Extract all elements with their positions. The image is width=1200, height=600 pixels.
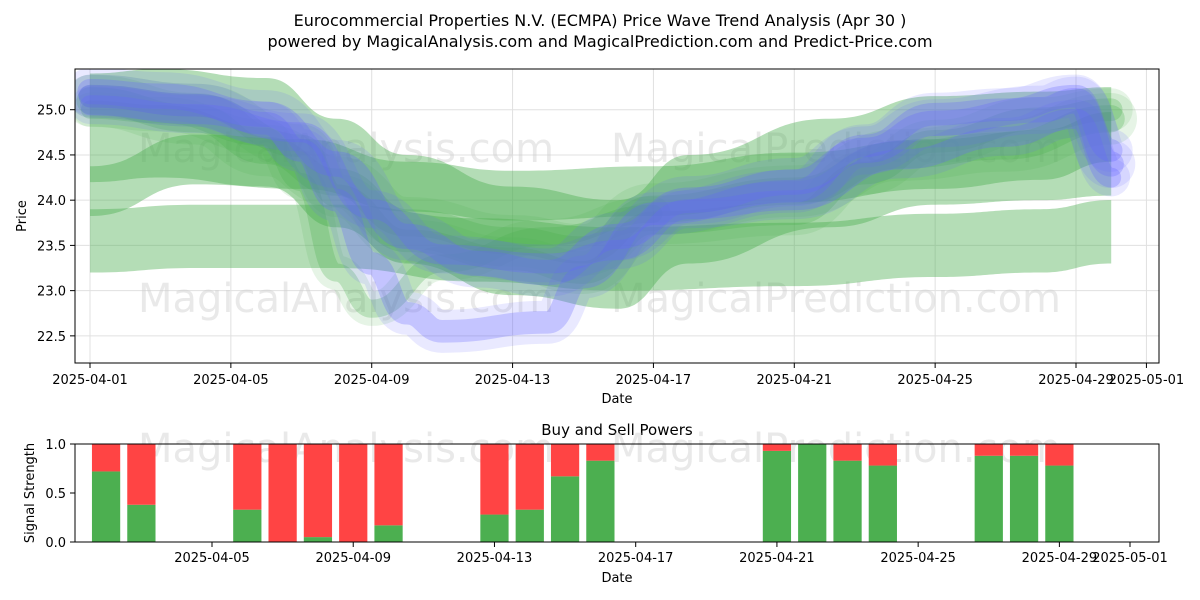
signal-x-tick-label: 2025-04-13	[457, 551, 533, 566]
price-y-label: Price	[15, 200, 30, 232]
price-y-tick-label: 23.5	[37, 239, 66, 254]
price-x-ticks: 2025-04-01 2025-04-05 2025-04-09 2025-04-13…	[52, 363, 1184, 388]
green-wave-line	[80, 100, 663, 318]
price-x-tick-label: 2025-04-21	[757, 373, 833, 388]
price-y-tick-label: 24.5	[37, 149, 66, 164]
sell-bar	[91, 444, 121, 472]
watermark-top-left: MagicalAnalysis.com	[138, 126, 554, 172]
price-x-tick-label: 2025-04-09	[334, 373, 410, 388]
blue-wave-glow	[75, 69, 1136, 297]
signal-x-tick-label: 2025-04-21	[739, 551, 815, 566]
price-x-tick-label: 2025-04-01	[52, 373, 128, 388]
sell-bar	[1009, 444, 1039, 456]
price-x-tick-label: 2025-04-13	[475, 373, 551, 388]
buy-bar	[798, 444, 827, 542]
signal-x-tick-label: 2025-04-05	[174, 551, 250, 566]
signal-y-ticks: 0.0 0.5 1.0	[45, 438, 75, 551]
sell-bar	[550, 444, 580, 477]
watermark-bottom-right: MagicalPrediction.com	[611, 276, 1061, 322]
signal-y-tick-label: 0.5	[45, 487, 66, 502]
blue-wave-line	[77, 78, 1124, 286]
buy-bar	[480, 514, 509, 542]
signal-x-tick-label: 2025-05-01	[1092, 551, 1168, 566]
price-x-tick-label: 2025-04-17	[616, 373, 692, 388]
signal-x-ticks: 2025-04-05 2025-04-09 2025-04-13 2025-04-17…	[174, 542, 1168, 566]
price-y-ticks: 22.5 23.0 23.5 24.0 24.5 25.0	[37, 104, 75, 345]
green-wave-glow	[75, 74, 1133, 295]
sell-bar	[1045, 444, 1074, 466]
signal-bars	[91, 444, 1074, 542]
price-x-tick-label: 2025-05-01	[1109, 373, 1185, 388]
sell-bar	[480, 444, 509, 515]
price-grid	[75, 69, 1159, 363]
price-x-tick-label: 2025-04-25	[897, 373, 973, 388]
buy-bar	[91, 471, 121, 542]
sell-bar	[586, 444, 615, 461]
blue-wave-glow	[75, 86, 1131, 283]
sell-bar	[833, 444, 862, 461]
green-wave-band	[90, 69, 1112, 309]
signal-y-tick-label: 1.0	[45, 438, 66, 453]
price-y-tick-label: 25.0	[37, 104, 66, 119]
price-x-tick-label: 2025-04-29	[1038, 373, 1114, 388]
sell-bar	[303, 444, 333, 538]
watermark-top-right: MagicalPrediction.com	[611, 126, 1061, 172]
signal-x-tick-label: 2025-04-09	[315, 551, 391, 566]
buy-bar	[127, 504, 156, 542]
blue-wave-glow	[75, 74, 1133, 353]
buy-bar	[303, 537, 333, 542]
signal-y-label: Signal Strength	[23, 443, 38, 543]
price-chart: MagicalAnalysis.com MagicalPrediction.co…	[15, 68, 1184, 407]
sell-bar	[868, 444, 897, 466]
chart-subtitle: powered by MagicalAnalysis.com and Magic…	[267, 32, 932, 51]
buy-bar	[1045, 465, 1074, 542]
blue-wave-line	[80, 95, 1122, 274]
sell-bar	[762, 444, 792, 451]
sell-bar	[974, 444, 1003, 456]
watermark-bottom-left: MagicalAnalysis.com	[138, 276, 554, 322]
green-wave-line	[78, 84, 1123, 284]
price-watermarks: MagicalAnalysis.com MagicalPrediction.co…	[138, 126, 1061, 322]
buy-bar	[1009, 455, 1039, 542]
price-y-tick-label: 23.0	[37, 285, 66, 300]
buy-bar	[868, 465, 897, 542]
buy-bar	[374, 525, 403, 542]
green-wave-line	[76, 87, 1125, 264]
signal-x-tick-label: 2025-04-17	[598, 551, 674, 566]
green-wave-band	[90, 111, 1112, 221]
signal-x-label: Date	[601, 571, 632, 586]
price-wave-series	[75, 69, 1137, 353]
buy-bar	[833, 460, 862, 542]
buy-bar	[550, 476, 580, 542]
sell-bar	[339, 444, 368, 542]
price-plot-frame	[74, 68, 1160, 364]
buy-bar	[974, 455, 1003, 542]
buy-bar	[586, 460, 615, 542]
signal-x-tick-label: 2025-04-25	[880, 551, 956, 566]
sell-bar	[515, 444, 544, 510]
price-y-tick-label: 22.5	[37, 330, 66, 345]
price-x-label: Date	[601, 392, 632, 407]
sell-bar	[233, 444, 262, 510]
signal-x-tick-label: 2025-04-29	[1022, 551, 1098, 566]
signal-y-tick-label: 0.0	[45, 536, 66, 551]
sell-bar	[127, 444, 156, 505]
signal-chart: Buy and Sell Powers MagicalAnalysis.com …	[23, 421, 1168, 586]
buy-bar	[233, 509, 262, 542]
green-wave-band	[90, 200, 1112, 291]
sell-bar	[268, 444, 297, 542]
price-y-tick-label: 24.0	[37, 194, 66, 209]
signal-chart-title: Buy and Sell Powers	[541, 421, 693, 439]
buy-bar	[762, 450, 792, 542]
blue-wave-line	[78, 84, 1123, 343]
chart-title: Eurocommercial Properties N.V. (ECMPA) P…	[294, 11, 907, 30]
green-wave-glow	[75, 74, 1137, 276]
green-wave-glow	[75, 92, 671, 326]
buy-bar	[515, 509, 544, 542]
sell-bar	[374, 444, 403, 526]
price-x-tick-label: 2025-04-05	[193, 373, 269, 388]
